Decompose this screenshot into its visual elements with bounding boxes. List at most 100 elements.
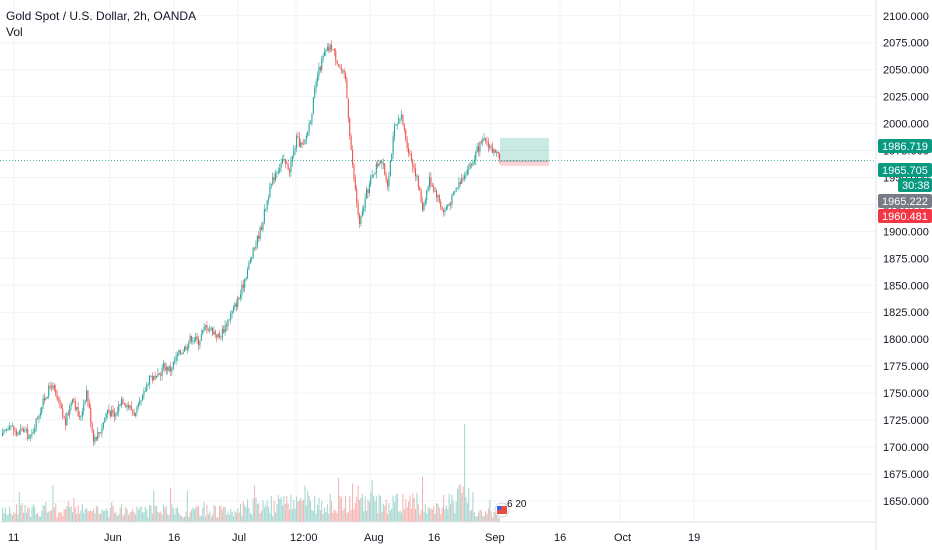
volume-bar	[53, 507, 55, 522]
volume-bar	[328, 513, 330, 522]
volume-bar	[83, 512, 85, 522]
price-axis[interactable]: 1650.000 1675.000 1700.000 1725.000 1750.000…	[875, 0, 932, 550]
candle-body	[326, 47, 328, 50]
candle-body	[10, 426, 12, 428]
candle-body	[438, 195, 440, 202]
candle-body	[451, 194, 453, 205]
volume-bar	[177, 507, 179, 522]
candle-body	[269, 185, 271, 198]
candle-body	[263, 209, 265, 223]
candle-body	[125, 404, 127, 407]
volume-bar	[324, 507, 326, 522]
event-badge[interactable]: 6 20	[494, 499, 527, 518]
candle-body	[67, 413, 69, 415]
candle-body	[209, 329, 211, 331]
volume-bar	[171, 504, 173, 522]
candle-body	[129, 405, 131, 408]
candle-body	[402, 115, 404, 126]
volume-bar	[349, 495, 351, 522]
volume-bar	[4, 507, 6, 522]
volume-bar	[241, 515, 243, 522]
volume-bar	[440, 514, 442, 522]
volume-bar	[448, 493, 450, 522]
volume-bar	[270, 495, 272, 522]
volume-bar	[368, 501, 370, 522]
volume-bar	[21, 503, 23, 522]
volume-bar	[374, 501, 376, 522]
candle-body	[7, 429, 9, 431]
candle-body	[275, 173, 277, 181]
candle-body	[408, 148, 410, 153]
candle-body	[272, 177, 274, 184]
volume-bar	[223, 506, 225, 522]
candle-body	[440, 201, 442, 207]
volume-bar	[17, 514, 19, 522]
volume-bar	[196, 505, 198, 522]
candle-body	[352, 149, 354, 165]
candle-body	[322, 55, 324, 60]
volume-bar	[74, 507, 76, 522]
volume-bar	[95, 505, 97, 522]
candle-body	[419, 187, 421, 191]
volume-bar	[422, 476, 424, 522]
volume-bar	[30, 517, 32, 522]
volume-bar	[174, 514, 176, 522]
price-tick-label: 1825.000	[883, 307, 929, 319]
candle-body	[32, 432, 34, 434]
volume-bar	[254, 485, 256, 522]
price-tick-label: 1650.000	[883, 496, 929, 508]
volume-bar	[269, 512, 271, 522]
candle-body	[206, 325, 208, 331]
volume-bar	[406, 506, 408, 522]
volume-bar	[308, 496, 310, 522]
volume-bar	[132, 508, 134, 522]
volume-indicator-label[interactable]: Vol	[6, 25, 23, 39]
volume-bar	[230, 508, 232, 522]
volume-bar	[172, 508, 174, 522]
candle-body	[452, 192, 454, 195]
volume-bar	[444, 509, 446, 522]
time-axis[interactable]: 11 Jun 16 Jul 12:00 Aug 16 Sep 16 Oct 19	[0, 521, 876, 544]
volume-bar	[279, 499, 281, 522]
volume-bar	[93, 508, 95, 522]
candle-body	[133, 412, 135, 416]
volume-bar	[359, 499, 361, 522]
volume-bar	[367, 499, 369, 522]
volume-bar	[149, 504, 151, 522]
candle-body	[182, 351, 184, 354]
candle-body	[287, 163, 289, 171]
volume-bar	[408, 501, 410, 522]
volume-bar	[98, 513, 100, 522]
position-tool[interactable]	[500, 137, 549, 167]
candle-body	[144, 390, 146, 392]
candle-body	[39, 412, 41, 416]
volume-bar	[136, 506, 138, 522]
candle-body	[244, 279, 246, 288]
volume-bar	[405, 499, 407, 522]
candle-body	[396, 123, 398, 125]
candle-body	[384, 163, 386, 175]
volume-bar	[282, 505, 284, 522]
candle-body	[178, 350, 180, 355]
candle-body	[109, 411, 111, 417]
time-tick-label: Jun	[104, 532, 122, 544]
volume-bar	[109, 507, 111, 522]
price-tick-label: 1725.000	[883, 415, 929, 427]
volume-bar	[329, 493, 331, 522]
candle-body	[252, 247, 254, 258]
volume-bar	[480, 509, 482, 522]
candle-body	[475, 152, 477, 161]
volume-bar	[168, 515, 170, 522]
volume-bar	[301, 500, 303, 522]
volume-bar	[433, 506, 435, 522]
volume-bar	[465, 497, 467, 522]
candle-body	[389, 161, 391, 177]
candle-body	[121, 398, 123, 406]
price-tick-label: 1800.000	[883, 334, 929, 346]
time-tick-label: Oct	[614, 532, 631, 544]
candle-body	[132, 410, 134, 413]
symbol-title[interactable]: Gold Spot / U.S. Dollar, 2h, OANDA	[6, 9, 197, 23]
candle-body	[298, 137, 300, 147]
candle-body	[300, 142, 302, 147]
